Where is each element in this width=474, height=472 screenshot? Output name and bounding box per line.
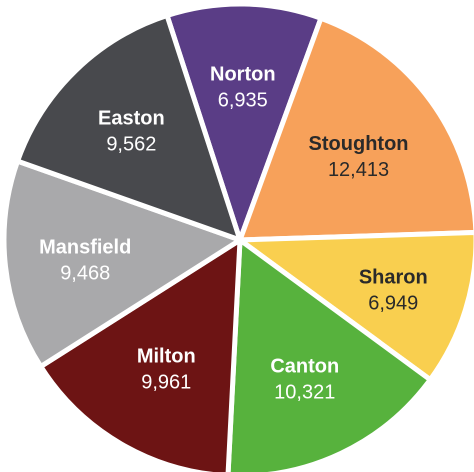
pie-slice-mansfield bbox=[1, 158, 243, 370]
pie-slice-sharon bbox=[237, 229, 474, 383]
slice-value-mansfield: 9,468 bbox=[60, 262, 110, 284]
slice-value-milton: 9,961 bbox=[141, 371, 191, 393]
slice-label-stoughton: Stoughton bbox=[309, 133, 409, 155]
slice-value-easton: 9,562 bbox=[106, 133, 156, 155]
slice-label-canton: Canton bbox=[270, 355, 339, 377]
slice-value-norton: 6,935 bbox=[218, 89, 268, 111]
pie-slice-milton bbox=[38, 237, 243, 472]
slice-value-sharon: 6,949 bbox=[368, 293, 418, 315]
pie-slice-easton bbox=[15, 13, 243, 243]
slice-value-canton: 10,321 bbox=[274, 381, 335, 403]
pie-slice-canton bbox=[225, 237, 433, 472]
pie-labels: Norton 6,935 Stoughton 12,413 Sharon 6,949 Can… bbox=[39, 63, 428, 403]
pie-slice-norton bbox=[164, 1, 324, 243]
slice-label-sharon: Sharon bbox=[359, 267, 428, 289]
slice-label-mansfield: Mansfield bbox=[39, 236, 131, 258]
slice-value-stoughton: 12,413 bbox=[328, 159, 389, 181]
slice-label-easton: Easton bbox=[98, 107, 165, 129]
slice-label-norton: Norton bbox=[210, 63, 276, 85]
pie-slice-stoughton bbox=[237, 15, 474, 243]
slice-label-milton: Milton bbox=[137, 345, 196, 367]
